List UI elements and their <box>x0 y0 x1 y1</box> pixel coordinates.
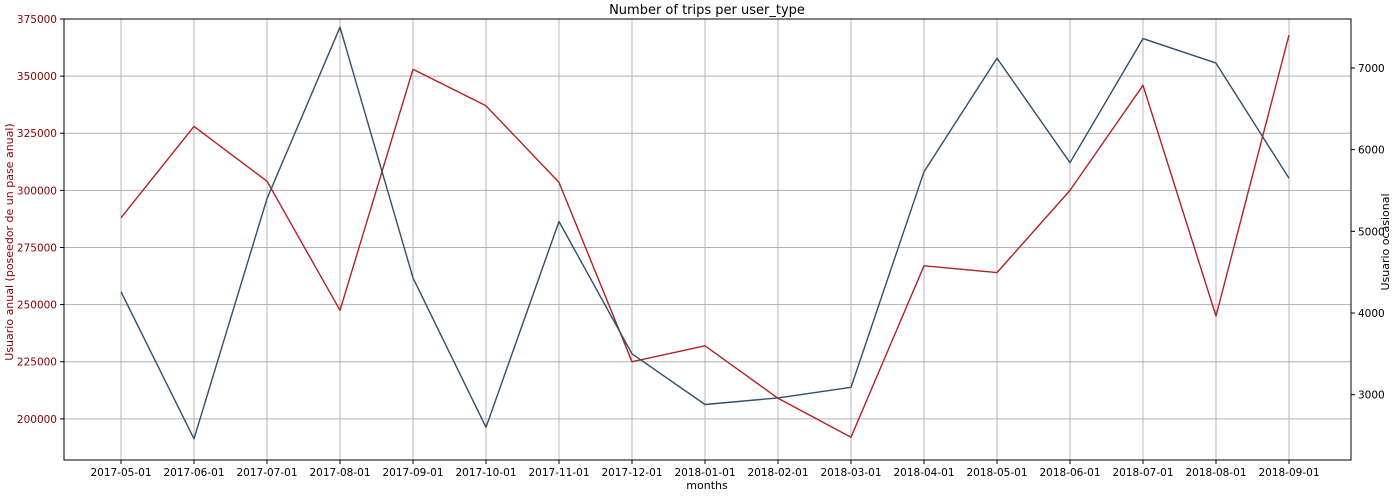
right-axis-title: Usuario ocasional <box>1379 193 1392 290</box>
left-tick-label: 300000 <box>17 185 57 197</box>
left-axis-title: Usuario anual (poseedor de un pase anual… <box>3 123 16 360</box>
x-axis-ticks: 2017-05-01 2017-06-01 2017-07-01 2017-08-01… <box>90 460 1320 479</box>
left-tick-label: 325000 <box>17 128 57 140</box>
x-tick-label: 2017-05-01 <box>90 467 151 479</box>
x-tick-label: 2018-01-01 <box>674 467 735 479</box>
series-layer <box>120 26 1290 440</box>
x-tick-label: 2017-08-01 <box>309 467 370 479</box>
left-tick-label: 375000 <box>17 14 57 26</box>
right-tick-label: 4000 <box>1358 308 1385 320</box>
x-tick-label: 2018-05-01 <box>966 467 1027 479</box>
x-tick-label: 2017-10-01 <box>455 467 516 479</box>
x-tick-label: 2017-09-01 <box>382 467 443 479</box>
x-tick-label: 2018-07-01 <box>1112 467 1173 479</box>
x-tick-label: 2018-03-01 <box>820 467 881 479</box>
x-tick-label: 2018-06-01 <box>1039 467 1100 479</box>
left-tick-label: 200000 <box>17 414 57 426</box>
right-tick-label: 6000 <box>1358 145 1385 157</box>
x-tick-label: 2018-02-01 <box>747 467 808 479</box>
x-tick-label: 2017-12-01 <box>601 467 662 479</box>
grid-layer <box>64 18 1351 460</box>
series-line-usuario-ocasional <box>120 26 1290 440</box>
chart-title: Number of trips per user_type <box>609 3 805 18</box>
x-tick-label: 2018-08-01 <box>1185 467 1246 479</box>
x-tick-label: 2018-04-01 <box>893 467 954 479</box>
x-axis-title: months <box>686 479 728 492</box>
left-tick-label: 275000 <box>17 242 57 254</box>
x-tick-label: 2017-07-01 <box>236 467 297 479</box>
left-tick-label: 225000 <box>17 357 57 369</box>
right-tick-label: 7000 <box>1358 63 1385 75</box>
right-tick-label: 5000 <box>1358 226 1385 238</box>
x-tick-label: 2018-09-01 <box>1258 467 1319 479</box>
x-tick-label: 2017-11-01 <box>528 467 589 479</box>
plot-frame <box>63 18 1352 461</box>
right-tick-label: 3000 <box>1358 390 1385 402</box>
left-tick-label: 350000 <box>17 71 57 83</box>
left-axis-ticks: 200000 225000 250000 275000 300000 325000 3500… <box>17 14 64 426</box>
left-tick-label: 250000 <box>17 300 57 312</box>
x-tick-label: 2017-06-01 <box>163 467 224 479</box>
series-line-usuario-anual <box>120 34 1290 438</box>
right-axis-ticks: 3000 4000 5000 6000 7000 <box>1351 63 1385 402</box>
